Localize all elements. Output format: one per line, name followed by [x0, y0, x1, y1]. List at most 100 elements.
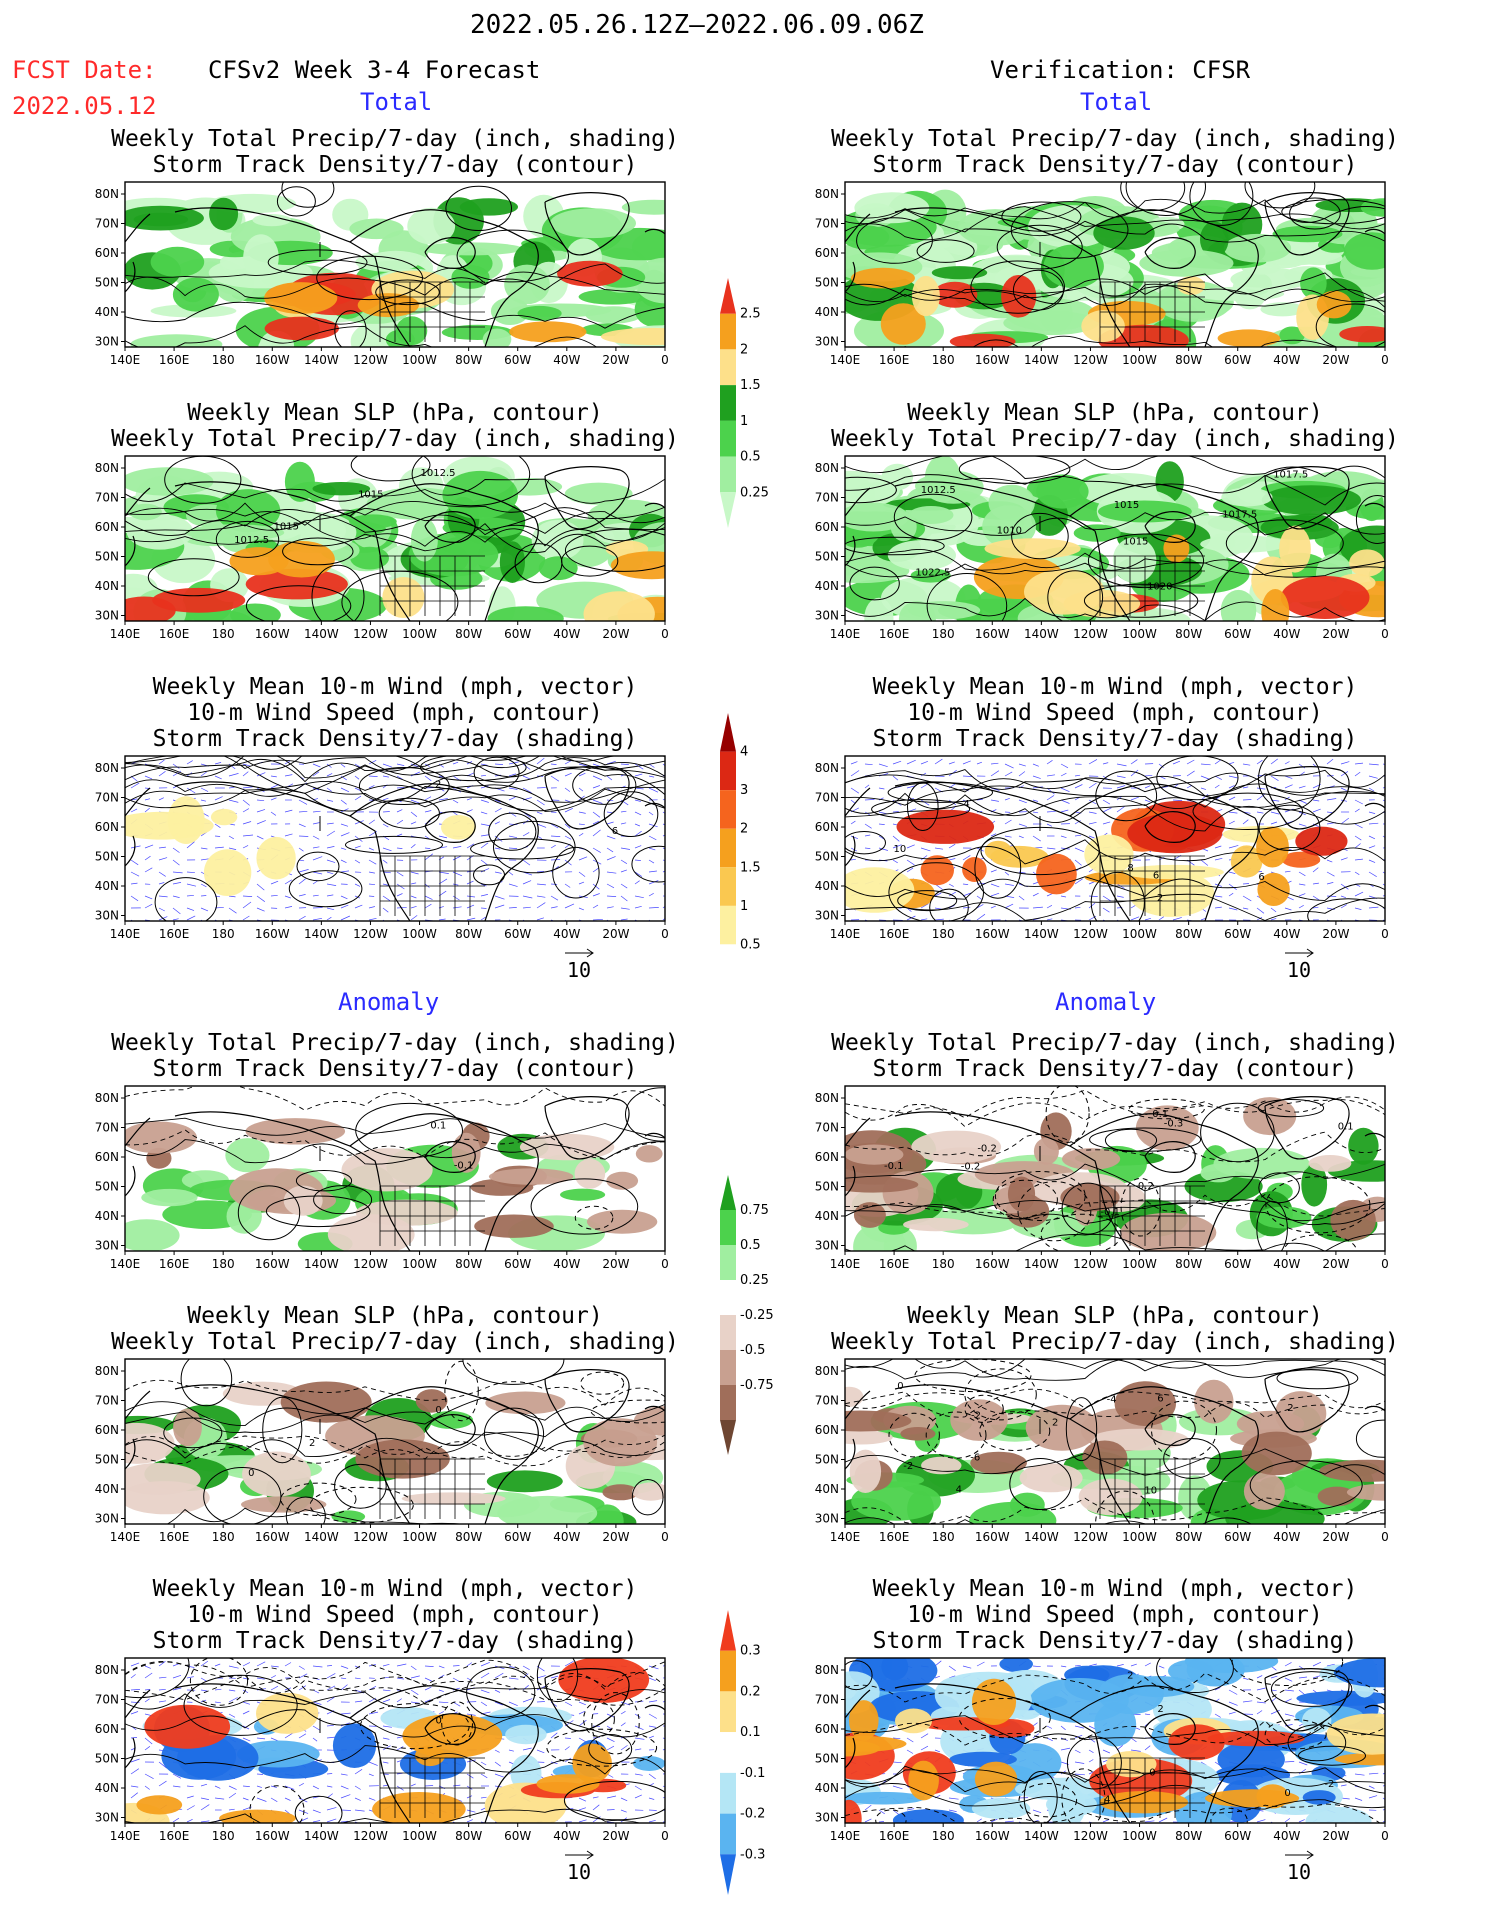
panel-title-line: Storm Track Density/7-day (contour): [872, 1056, 1358, 1082]
colorbar-segment: [720, 1315, 736, 1350]
lat-label: 80N: [95, 1364, 119, 1378]
right-section-anomaly: Anomaly: [1055, 988, 1157, 1016]
right-section-total: Total: [1080, 88, 1153, 116]
lon-label: 80W: [455, 1257, 482, 1271]
lon-label: 20W: [602, 927, 629, 941]
colorbar-label: 0.5: [740, 1238, 761, 1253]
vector-reference: 10: [1283, 1849, 1323, 1884]
colorbar-label: -0.5: [740, 1343, 765, 1358]
lon-label: 100W: [1122, 927, 1157, 941]
colorbar-label: 0.25: [740, 485, 769, 500]
lon-label: 40W: [553, 627, 580, 641]
lon-label: 80W: [455, 627, 482, 641]
lat-label: 30N: [95, 1512, 119, 1526]
lat-label: 60N: [815, 1423, 839, 1437]
lon-label: 180: [932, 353, 955, 367]
lat-label: 70N: [815, 491, 839, 505]
lat-label: 30N: [95, 609, 119, 623]
contour-label: 6: [1157, 1393, 1163, 1404]
lon-label: 20W: [1322, 1829, 1349, 1843]
lon-label: 80W: [1175, 1829, 1202, 1843]
lon-label: 140W: [1024, 627, 1059, 641]
lat-label: 50N: [815, 1752, 839, 1766]
contour-label: 1010: [997, 526, 1022, 537]
lat-label: 70N: [95, 217, 119, 231]
lon-label: 0: [661, 1530, 669, 1544]
contour-label: 4: [1104, 1795, 1110, 1806]
contour-label: -0.2: [977, 1144, 997, 1155]
lat-label: 80N: [815, 187, 839, 201]
lon-label: 60W: [1224, 627, 1251, 641]
lat-label: 50N: [95, 550, 119, 564]
lon-label: 160W: [255, 927, 290, 941]
lat-label: 40N: [95, 1482, 119, 1496]
colorbar-segment: [720, 1610, 736, 1651]
lat-label: 70N: [815, 1693, 839, 1707]
lon-label: 140E: [830, 1530, 861, 1544]
lon-label: 180: [932, 1257, 955, 1271]
forecast-period-title: 2022.05.26.12Z–2022.06.09.06Z: [470, 10, 924, 40]
lon-label: 160E: [879, 353, 910, 367]
lon-label: 80W: [455, 1530, 482, 1544]
colorbar-label: 0.25: [740, 1273, 769, 1288]
lon-label: 40W: [1273, 1829, 1300, 1843]
lon-label: 160E: [159, 1530, 190, 1544]
lat-label: 50N: [95, 276, 119, 290]
lon-label: 20W: [1322, 353, 1349, 367]
contour-label: 2: [1127, 1670, 1133, 1681]
colorbar-label: 0.75: [740, 1203, 769, 1218]
panel-title: Weekly Total Precip/7-day (inch, shading…: [85, 126, 705, 178]
colorbar-segment: [720, 790, 736, 829]
lon-label: 40W: [553, 927, 580, 941]
lat-label: 40N: [95, 305, 119, 319]
lon-label: 60W: [1224, 1829, 1251, 1843]
left-section-total: Total: [360, 88, 433, 116]
fcst-date-label: FCST Date:: [12, 56, 157, 84]
lon-label: 40W: [553, 1530, 580, 1544]
colorbar-segment: [720, 1772, 736, 1814]
colorbar-label: 1.5: [740, 860, 761, 875]
lon-label: 120W: [353, 627, 388, 641]
contour-label: 1012.5: [421, 468, 456, 479]
panel-title: Weekly Mean SLP (hPa, contour) Weekly Tot…: [805, 400, 1425, 452]
contour-label: 1015: [1114, 500, 1139, 511]
lat-label: 60N: [95, 1150, 119, 1164]
panel-title: Weekly Total Precip/7-day (inch, shading…: [85, 1030, 705, 1082]
colorbar-segment: [720, 1350, 736, 1385]
contour-label: 1015: [274, 521, 299, 532]
lon-label: 140W: [1024, 1829, 1059, 1843]
lon-label: 100W: [402, 1257, 437, 1271]
storm-anom-colorbar: 0.3 0.2 0.1 -0.1 -0.2 -0.3: [720, 1600, 790, 1909]
colorbar-label: 4: [740, 745, 748, 760]
lat-label: 40N: [815, 305, 839, 319]
lat-label: 50N: [815, 1180, 839, 1194]
lon-label: 120W: [1073, 1829, 1108, 1843]
lon-label: 180: [932, 1530, 955, 1544]
lon-label: 140W: [304, 1829, 339, 1843]
contour-label: 0: [435, 1405, 441, 1416]
colorbar-segment: [720, 1813, 736, 1855]
colorbar-segment: [720, 751, 736, 791]
lon-label: 20W: [1322, 1530, 1349, 1544]
lon-label: 120W: [353, 1257, 388, 1271]
lon-label: 20W: [602, 1530, 629, 1544]
contour-label: 2: [1287, 1403, 1293, 1414]
lat-label: 80N: [95, 1663, 119, 1677]
contour-label: 2: [435, 779, 441, 790]
left-column-title: CFSv2 Week 3-4 Forecast: [208, 56, 541, 84]
contour-label: -0.1: [454, 1161, 474, 1172]
lon-label: 60W: [1224, 1257, 1251, 1271]
lon-label: 160E: [879, 1530, 910, 1544]
lon-label: 160W: [975, 927, 1010, 941]
panel-title: Weekly Total Precip/7-day (inch, shading…: [805, 126, 1425, 178]
panel-title-line: 10-m Wind Speed (mph, contour): [187, 700, 603, 726]
lon-label: 120W: [1073, 627, 1108, 641]
colorbar-label: 2.5: [740, 307, 761, 322]
lon-label: 140E: [830, 353, 861, 367]
lon-label: 140W: [304, 627, 339, 641]
right-anom-slp-precip-map: 6 4 2 0 -2 -4 -2 -6 2 10 80N 70N 60N 50N 40N 30N 140E 160…: [805, 1358, 1405, 1552]
lon-label: 160W: [975, 353, 1010, 367]
lon-label: 160W: [255, 1530, 290, 1544]
lat-label: 30N: [815, 909, 839, 923]
contour-label: 1017.5: [1222, 510, 1257, 521]
